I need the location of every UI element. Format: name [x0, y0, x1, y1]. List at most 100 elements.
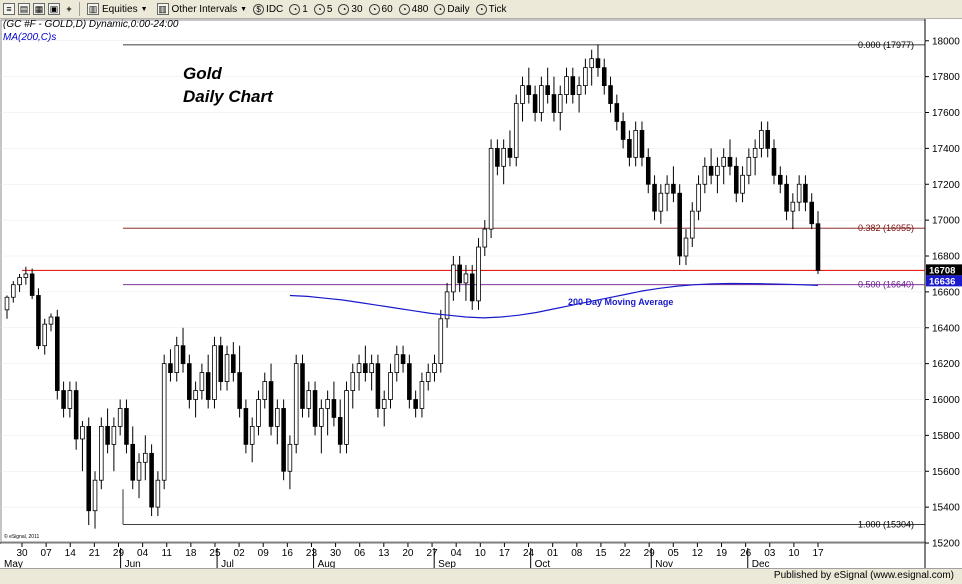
chevron-down-icon: ▼: [240, 5, 248, 13]
candle-body: [99, 426, 104, 481]
clock-icon: ◔: [313, 3, 325, 15]
date-tick-label: 29: [113, 548, 125, 559]
date-tick-label: 24: [523, 548, 535, 559]
candle-body: [356, 363, 362, 373]
date-tick-label: 25: [209, 548, 221, 559]
interval-button[interactable]: ◔ Daily: [434, 3, 470, 15]
clock-icon: ◔: [368, 3, 380, 15]
candle-body: [61, 390, 66, 409]
candle-body: [73, 390, 79, 440]
candle-body: [677, 192, 682, 257]
candle-body: [526, 85, 532, 95]
date-tick-label: 06: [354, 548, 366, 559]
candle-body: [23, 273, 29, 278]
interval-button[interactable]: ◔ 60: [368, 3, 393, 15]
menu-icon[interactable]: ≡: [3, 3, 15, 15]
candle-body: [29, 273, 35, 296]
candle-body: [231, 354, 236, 373]
candle-body: [708, 165, 714, 176]
interval-buttons: ◔ 1 ◔ 5 ◔ 30 ◔ 60 ◔ 480 ◔ Daily ◔ Tick: [289, 3, 512, 15]
date-tick-label: 08: [571, 548, 583, 559]
date-tick-label: 26: [740, 548, 752, 559]
candle-body: [463, 273, 469, 284]
candle-body: [608, 85, 613, 104]
intervals-dropdown[interactable]: ▥ Other Intervals ▼: [154, 3, 248, 15]
candle-body: [425, 372, 431, 382]
candle-body: [174, 345, 180, 373]
candle-body: [639, 130, 645, 158]
candle-body: [419, 381, 425, 409]
ma-price-tag: [926, 275, 962, 287]
candle-body: [105, 426, 110, 445]
date-tick-label: 17: [499, 548, 511, 559]
candle-body: [268, 381, 274, 427]
price-tick-label: 15200: [932, 539, 960, 550]
candle-body: [746, 156, 752, 176]
layout-icon[interactable]: ▦: [33, 3, 45, 15]
interval-button[interactable]: ◔ 480: [398, 3, 429, 15]
candle-body: [36, 295, 41, 347]
interval-button[interactable]: ◔ 1: [289, 3, 308, 15]
candle-body: [759, 130, 764, 149]
chart-subtitle: Daily Chart: [183, 87, 274, 106]
date-tick-label: 18: [185, 548, 197, 559]
month-label: Jul: [221, 559, 234, 568]
candle-body: [664, 183, 670, 194]
date-tick-label: 10: [475, 548, 487, 559]
candle-body: [451, 264, 456, 293]
ma-header: MA(200,C)s: [3, 32, 56, 43]
candle-body: [262, 381, 268, 400]
interval-label: 30: [351, 3, 363, 15]
candle-body: [570, 76, 576, 95]
equities-dropdown[interactable]: ▥ Equities ▼: [84, 3, 148, 15]
candle-body: [224, 354, 230, 382]
candle-body: [249, 426, 255, 445]
candle-body: [457, 264, 462, 284]
candle-body: [124, 408, 129, 445]
interval-label: 60: [381, 3, 393, 15]
candle-body: [803, 183, 808, 203]
date-tick-label: 04: [137, 548, 149, 559]
candle-body: [67, 390, 73, 409]
fib-level-label: 0.000 (17977): [858, 40, 914, 50]
candle-body: [92, 479, 98, 512]
price-chart: 0.000 (17977) 0.382 (16955) 0.500 (16640) 1…: [0, 19, 962, 568]
candle-body: [369, 363, 374, 373]
month-label: May: [4, 559, 23, 568]
date-tick-label: 14: [65, 548, 77, 559]
candle-body: [740, 174, 745, 194]
candle-body: [199, 372, 205, 391]
page-icon[interactable]: ▤: [18, 3, 30, 15]
candle-body: [381, 399, 387, 409]
candle-body: [501, 147, 506, 167]
price-tick-label: 16200: [932, 359, 960, 370]
interval-button[interactable]: ◔ 30: [338, 3, 363, 15]
interval-button[interactable]: ◔ Tick: [475, 3, 507, 15]
interval-label: 1: [302, 3, 308, 15]
add-icon[interactable]: +: [66, 3, 72, 14]
date-tick-label: 01: [547, 548, 559, 559]
grid-icon[interactable]: ▣: [48, 3, 60, 15]
candle-body: [438, 318, 444, 365]
symbol-button[interactable]: $ IDC: [253, 3, 283, 15]
candle-body: [652, 183, 657, 212]
clock-icon: ◔: [434, 3, 446, 15]
candle-body: [488, 147, 494, 230]
candle-body: [275, 408, 280, 427]
month-label: Dec: [752, 559, 770, 568]
date-tick-label: 19: [716, 548, 728, 559]
candle-body: [513, 103, 519, 158]
candle-body: [476, 246, 481, 302]
candle-body: [205, 372, 211, 400]
candle-body: [576, 85, 582, 95]
candle-body: [363, 363, 368, 373]
price-tick-label: 15400: [932, 503, 960, 514]
interval-button[interactable]: ◔ 5: [313, 3, 332, 15]
month-label: Oct: [535, 559, 551, 568]
candle-body: [715, 165, 720, 176]
clock-icon: ◔: [475, 3, 487, 15]
candle-body: [149, 452, 154, 508]
interval-label: 480: [411, 3, 429, 15]
candle-body: [48, 316, 54, 325]
toolbar-divider: [79, 2, 80, 16]
